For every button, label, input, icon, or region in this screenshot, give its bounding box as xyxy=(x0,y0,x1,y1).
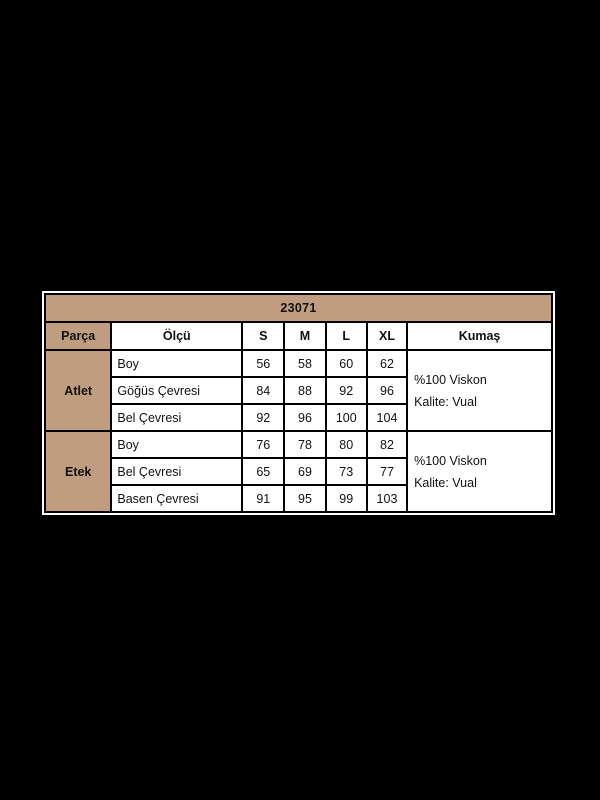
measure-value-s: 92 xyxy=(241,403,286,432)
measure-value-s: 76 xyxy=(241,430,286,459)
fabric-text-stack: %100 Viskon Kalite: Vual xyxy=(409,373,550,409)
measure-value-xl: 96 xyxy=(365,376,409,405)
fabric-text-stack: %100 Viskon Kalite: Vual xyxy=(409,454,550,490)
measure-value-s: 65 xyxy=(241,457,286,486)
col-header-size-s: S xyxy=(241,321,286,351)
measure-value-s: 84 xyxy=(241,376,286,405)
product-code: 23071 xyxy=(44,293,553,323)
table-row: Bel Çevresi 92 96 100 104 xyxy=(45,403,552,432)
measure-value-m: 95 xyxy=(283,484,327,513)
measure-value-l: 73 xyxy=(324,457,368,486)
title-row: 23071 xyxy=(44,293,553,323)
measure-value-m: 58 xyxy=(283,349,327,378)
table-row: Etek Boy 76 78 80 82 %100 Viskon Kalite:… xyxy=(43,430,553,513)
fabric-info-atlet: %100 Viskon Kalite: Vual xyxy=(406,349,553,432)
section-label-etek: Etek xyxy=(43,430,113,513)
measure-value-m: 96 xyxy=(283,403,327,432)
fabric-quality: Kalite: Vual xyxy=(414,475,477,490)
col-header-size-m: M xyxy=(283,321,327,351)
col-header-size-l: L xyxy=(324,321,368,351)
measure-value-xl: 103 xyxy=(365,484,409,513)
measure-value-s: 56 xyxy=(241,349,286,378)
col-header-olcu: Ölçü xyxy=(110,321,244,351)
measure-label: Boy xyxy=(110,430,244,459)
table-row: Bel Çevresi 65 69 73 77 xyxy=(45,457,552,486)
measure-value-l: 80 xyxy=(324,430,368,459)
fabric-composition: %100 Viskon xyxy=(414,372,487,387)
measure-value-xl: 77 xyxy=(365,457,409,486)
measure-label: Göğüs Çevresi xyxy=(110,376,244,405)
fabric-quality: Kalite: Vual xyxy=(414,394,477,409)
measure-value-xl: 82 xyxy=(365,430,409,459)
measure-value-m: 88 xyxy=(283,376,327,405)
measure-value-l: 100 xyxy=(324,403,368,432)
measure-value-xl: 104 xyxy=(365,403,409,432)
measure-value-m: 69 xyxy=(283,457,327,486)
measure-value-l: 60 xyxy=(324,349,368,378)
table-row: Göğüs Çevresi 84 88 92 96 xyxy=(45,376,552,405)
size-chart-table: 23071 Parça Ölçü S M L XL Kumaş Atlet Bo… xyxy=(43,293,553,513)
fabric-info-etek: %100 Viskon Kalite: Vual xyxy=(406,430,553,513)
column-header-row: Parça Ölçü S M L XL Kumaş xyxy=(43,321,553,351)
table-row: Atlet Boy 56 58 60 62 %100 Viskon Kalite… xyxy=(43,349,553,432)
measure-value-s: 91 xyxy=(241,484,286,513)
measure-value-l: 99 xyxy=(324,484,368,513)
measure-value-m: 78 xyxy=(283,430,327,459)
measure-value-l: 92 xyxy=(324,376,368,405)
col-header-kumas: Kumaş xyxy=(406,321,553,351)
measure-label: Boy xyxy=(110,349,244,378)
measure-label: Bel Çevresi xyxy=(110,403,244,432)
col-header-size-xl: XL xyxy=(365,321,409,351)
measure-value-xl: 62 xyxy=(365,349,409,378)
measure-label: Bel Çevresi xyxy=(110,457,244,486)
table-row: Basen Çevresi 91 95 99 103 xyxy=(45,484,552,513)
fabric-composition: %100 Viskon xyxy=(414,453,487,468)
measure-label: Basen Çevresi xyxy=(110,484,244,513)
section-label-atlet: Atlet xyxy=(43,349,113,432)
size-chart-card: 23071 Parça Ölçü S M L XL Kumaş Atlet Bo… xyxy=(42,291,555,515)
col-header-parca: Parça xyxy=(43,321,113,351)
